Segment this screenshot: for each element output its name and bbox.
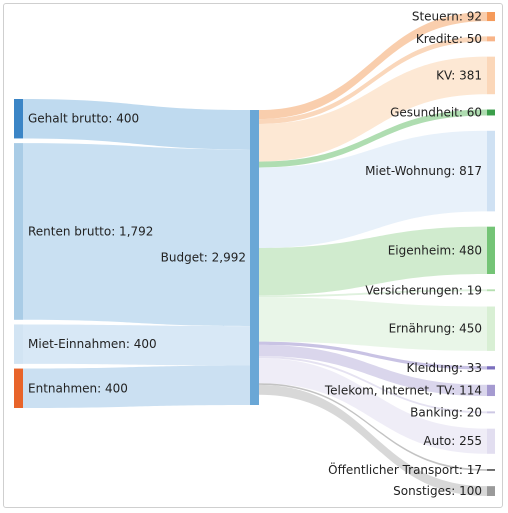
node-versicherungen[interactable] bbox=[487, 289, 495, 292]
node-budget[interactable] bbox=[250, 110, 259, 405]
labels-layer: Gehalt brutto: 400 Renten brutto: 1,792 Mi… bbox=[28, 10, 482, 499]
node-eigenheim[interactable] bbox=[487, 226, 495, 274]
node-entnahmen[interactable] bbox=[14, 368, 23, 408]
link-kleidung bbox=[259, 341, 487, 370]
link-miet-einnahmen bbox=[23, 324, 250, 366]
link-banking bbox=[259, 356, 487, 414]
label-kleidung: Kleidung: 33 bbox=[407, 361, 483, 375]
label-steuern: Steuern: 92 bbox=[412, 10, 482, 24]
label-sonstiges: Sonstiges: 100 bbox=[393, 484, 482, 498]
label-gesundheit: Gesundheit: 60 bbox=[390, 106, 482, 120]
node-kv[interactable] bbox=[487, 56, 495, 95]
link-renten-brutto bbox=[23, 143, 250, 327]
label-telekom-internet-tv: Telekom, Internet, TV: 114 bbox=[324, 383, 482, 397]
label-ernahrung: Ernährung: 450 bbox=[389, 322, 482, 336]
node-telekom-internet-tv[interactable] bbox=[487, 384, 495, 397]
link-gesundheit bbox=[259, 109, 487, 168]
node-steuern[interactable] bbox=[487, 12, 495, 22]
link-versicherungen bbox=[259, 289, 487, 298]
label-kv: KV: 381 bbox=[436, 68, 482, 82]
node-miet-einnahmen[interactable] bbox=[14, 324, 23, 364]
node-sonstiges[interactable] bbox=[487, 486, 495, 496]
label-eigenheim: Eigenheim: 480 bbox=[388, 243, 482, 257]
node-offentlicher-transport[interactable] bbox=[487, 469, 495, 471]
link-gehalt-brutto bbox=[23, 99, 250, 150]
link-kredite bbox=[259, 36, 487, 125]
node-kredite[interactable] bbox=[487, 36, 495, 42]
label-kredite: Kredite: 50 bbox=[416, 32, 482, 46]
node-kleidung[interactable] bbox=[487, 366, 495, 370]
label-entnahmen: Entnahmen: 400 bbox=[28, 381, 128, 395]
node-banking[interactable] bbox=[487, 411, 495, 414]
links-layer bbox=[23, 12, 487, 496]
link-offentlicher-transport bbox=[259, 383, 487, 471]
label-miet-einnahmen: Miet-Einnahmen: 400 bbox=[28, 337, 157, 351]
label-offentlicher-transport: Öffentlicher Transport: 17 bbox=[328, 461, 482, 477]
node-auto[interactable] bbox=[487, 428, 495, 454]
link-eigenheim bbox=[259, 226, 487, 296]
label-auto: Auto: 255 bbox=[423, 434, 482, 448]
link-steuern bbox=[259, 12, 487, 120]
link-entnahmen bbox=[23, 365, 250, 408]
node-renten-brutto[interactable] bbox=[14, 143, 23, 320]
label-gehalt-brutto: Gehalt brutto: 400 bbox=[28, 112, 139, 126]
node-gesundheit[interactable] bbox=[487, 109, 495, 116]
label-renten-brutto: Renten brutto: 1,792 bbox=[28, 224, 153, 238]
link-kv bbox=[259, 56, 487, 162]
node-gehalt-brutto[interactable] bbox=[14, 99, 23, 139]
link-telekom-internet-tv bbox=[259, 344, 487, 397]
nodes-layer bbox=[14, 12, 495, 496]
label-budget: Budget: 2,992 bbox=[161, 251, 246, 265]
node-ernahrung[interactable] bbox=[487, 306, 495, 351]
link-sonstiges bbox=[259, 384, 487, 496]
link-ernahrung bbox=[259, 297, 487, 351]
link-miet-wohnung bbox=[259, 130, 487, 249]
label-miet-wohnung: Miet-Wohnung: 817 bbox=[365, 164, 482, 178]
label-versicherungen: Versicherungen: 19 bbox=[365, 283, 482, 297]
link-auto bbox=[259, 358, 487, 454]
label-banking: Banking: 20 bbox=[410, 405, 482, 419]
node-miet-wohnung[interactable] bbox=[487, 130, 495, 212]
